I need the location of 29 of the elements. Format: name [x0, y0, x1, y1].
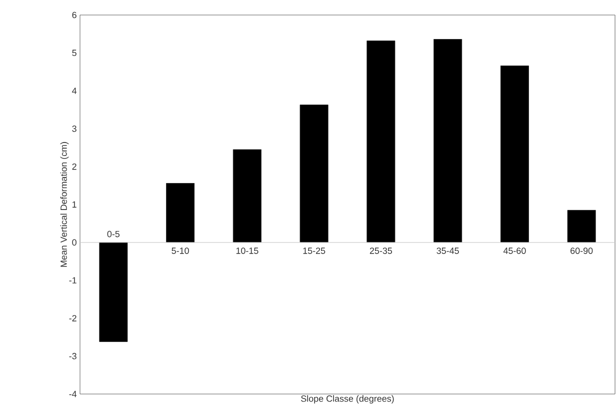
bar: [166, 183, 195, 243]
x-tick-label: 25-35: [370, 248, 392, 254]
y-tick-label: 6: [72, 12, 76, 18]
y-tick-label: 5: [72, 50, 76, 56]
y-tick-label: 0: [72, 239, 76, 246]
x-tick-label: 45-60: [503, 248, 526, 254]
x-axis-title: Slope Classe (degrees): [301, 395, 394, 404]
bar: [300, 104, 328, 243]
x-tick-label: 15-25: [303, 248, 326, 254]
y-tick-label: -1: [69, 277, 76, 284]
bar: [99, 242, 128, 342]
y-tick-label: 1: [72, 201, 76, 208]
bar: [232, 149, 262, 243]
y-tick-label: 3: [72, 126, 76, 132]
x-tick-label: 10-15: [236, 248, 258, 254]
bar: [366, 40, 396, 243]
bar: [500, 66, 529, 243]
y-tick-label: 2: [72, 163, 76, 170]
y-tick-label: 4: [72, 88, 77, 94]
x-tick-label: 5-10: [172, 248, 189, 254]
y-tick-label: -2: [69, 315, 76, 322]
x-tick-label: 60-90: [570, 248, 593, 254]
x-tick-label: 35-45: [436, 248, 459, 254]
bar: [567, 210, 596, 243]
y-tick-label: -3: [69, 352, 76, 360]
bar: [434, 39, 462, 243]
x-tick-label: 0-5: [107, 230, 120, 238]
y-tick-label: -4: [69, 390, 77, 398]
y-axis-title: Mean Vertical Deformation (cm): [60, 142, 69, 267]
